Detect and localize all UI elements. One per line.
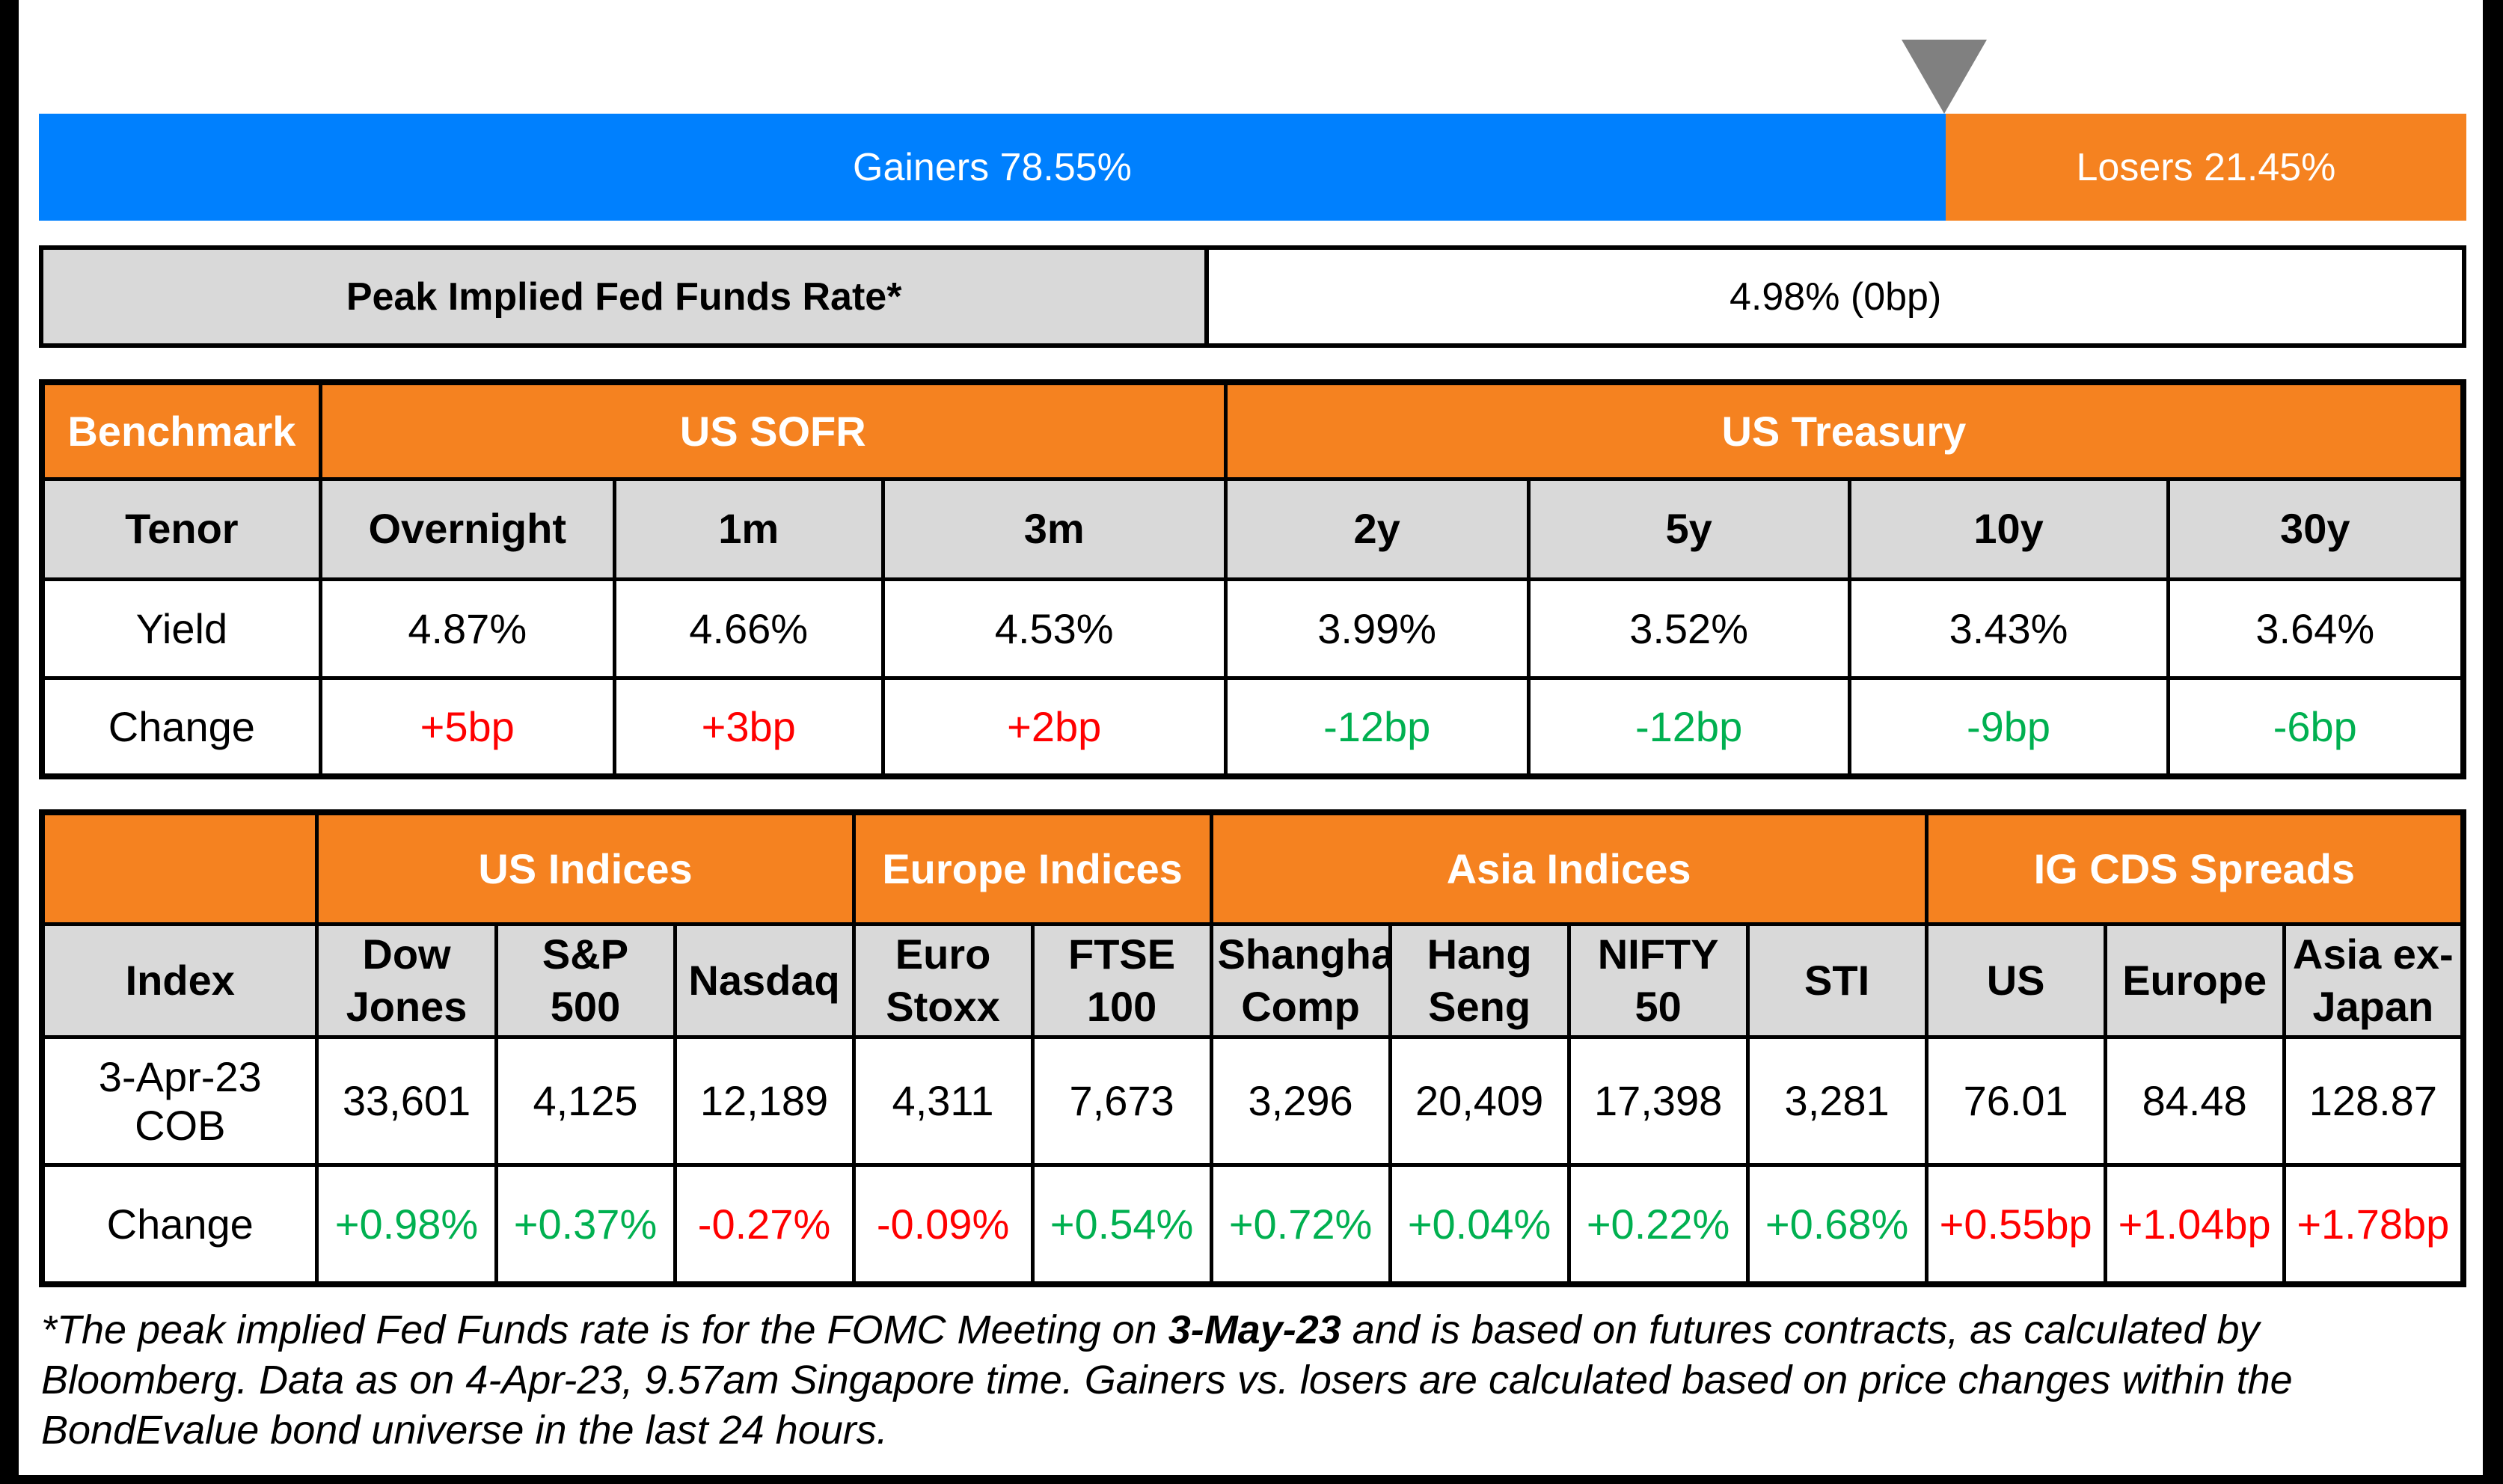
val-cds-us: 76.01 [1924,1034,2107,1167]
index-row-label: Index [40,922,319,1039]
europe-indices-group-header: Europe Indices [851,810,1213,926]
chg-sp500: +0.37% [494,1162,677,1287]
yield-overnight: 4.87% [318,577,616,680]
footnote: *The peak implied Fed Funds rate is for … [41,1305,2465,1456]
col-sp500: S&P 500 [494,922,677,1039]
col-euro-stoxx: Euro Stoxx [851,922,1035,1039]
chg-sti: +0.68% [1745,1162,1928,1287]
tenor-3m: 3m [880,476,1228,581]
chg-cds-us: +0.55bp [1924,1162,2107,1287]
chg-cds-asia-ex-japan: +1.78bp [2282,1162,2466,1287]
peak-fed-funds-row: Peak Implied Fed Funds Rate* 4.98% (0bp) [39,245,2466,348]
val-dow-jones: 33,601 [315,1034,498,1167]
chg-hang-seng: +0.04% [1388,1162,1571,1287]
us-treasury-group-header: US Treasury [1223,380,2466,481]
benchmark-group-header-row: Benchmark US SOFR US Treasury [40,380,2466,481]
tenor-30y: 30y [2166,476,2466,581]
asia-indices-group-header: Asia Indices [1209,810,1928,926]
chg-euro-stoxx: -0.09% [851,1162,1035,1287]
gainers-label: Gainers 78.55% [853,145,1132,189]
yield-row: Yield 4.87% 4.66% 4.53% 3.99% 3.52% 3.43… [40,577,2466,680]
frame-left-edge [0,0,19,1484]
col-hang-seng: Hang Seng [1388,922,1571,1039]
yield-30y: 3.64% [2166,577,2466,680]
change-1m: +3bp [612,675,885,779]
cob-values-row: 3-Apr-23 COB 33,601 4,125 12,189 4,311 7… [40,1034,2466,1167]
tenor-2y: 2y [1223,476,1531,581]
frame-right-edge [2483,0,2503,1484]
val-hang-seng: 20,409 [1388,1034,1571,1167]
chg-shanghai-comp: +0.72% [1209,1162,1392,1287]
us-indices-group-header: US Indices [315,810,856,926]
indices-change-row-label: Change [40,1162,319,1287]
yield-10y: 3.43% [1847,577,2170,680]
us-sofr-group-header: US SOFR [318,380,1228,481]
gainers-losers-bar: Gainers 78.55% Losers 21.45% [39,114,2466,221]
indices-table: US Indices Europe Indices Asia Indices I… [39,809,2466,1287]
index-header-row: Index Dow Jones S&P 500 Nasdaq Euro Stox… [40,922,2466,1039]
col-nifty-50: NIFTY 50 [1566,922,1750,1039]
val-sp500: 4,125 [494,1034,677,1167]
val-euro-stoxx: 4,311 [851,1034,1035,1167]
footnote-text-post: and is based on futures contracts, as ca… [41,1307,2293,1453]
cob-date-label: 3-Apr-23 COB [40,1034,319,1167]
peak-fed-funds-label: Peak Implied Fed Funds Rate* [43,250,1210,343]
footnote-fomc-date: 3-May-23 [1168,1307,1341,1352]
tenor-overnight: Overnight [318,476,616,581]
col-cds-asia-ex-japan: Asia ex-Japan [2282,922,2466,1039]
benchmark-change-row: Change +5bp +3bp +2bp -12bp -12bp -9bp -… [40,675,2466,779]
benchmark-corner-header: Benchmark [40,380,322,481]
change-3m: +2bp [880,675,1228,779]
col-cds-us: US [1924,922,2107,1039]
col-dow-jones: Dow Jones [315,922,498,1039]
losers-segment: Losers 21.45% [1945,114,2466,221]
chg-nasdaq: -0.27% [673,1162,856,1287]
gainers-segment: Gainers 78.55% [39,114,1946,221]
boundary-marker-triangle-icon [1902,40,1987,114]
val-nasdaq: 12,189 [673,1034,856,1167]
benchmark-table: Benchmark US SOFR US Treasury Tenor Over… [39,379,2466,779]
tenor-5y: 5y [1526,476,1851,581]
footnote-text-pre: *The peak implied Fed Funds rate is for … [41,1307,1168,1352]
frame-bottom-edge [0,1475,2503,1484]
chg-nifty-50: +0.22% [1566,1162,1750,1287]
val-cds-asia-ex-japan: 128.87 [2282,1034,2466,1167]
peak-fed-funds-value: 4.98% (0bp) [1209,250,2462,343]
val-sti: 3,281 [1745,1034,1928,1167]
val-ftse-100: 7,673 [1030,1034,1213,1167]
change-overnight: +5bp [318,675,616,779]
change-5y: -12bp [1526,675,1851,779]
yield-2y: 3.99% [1223,577,1531,680]
indices-group-header-row: US Indices Europe Indices Asia Indices I… [40,810,2466,926]
benchmark-change-row-label: Change [40,675,322,779]
chg-dow-jones: +0.98% [315,1162,498,1287]
col-sti: STI [1745,922,1928,1039]
tenor-10y: 10y [1847,476,2170,581]
col-shanghai-comp: Shanghai Comp [1209,922,1392,1039]
yield-5y: 3.52% [1526,577,1851,680]
val-nifty-50: 17,398 [1566,1034,1750,1167]
losers-label: Losers 21.45% [2076,145,2336,189]
indices-corner-cell [40,810,319,926]
chg-ftse-100: +0.54% [1030,1162,1213,1287]
change-2y: -12bp [1223,675,1531,779]
change-30y: -6bp [2166,675,2466,779]
tenor-header-row: Tenor Overnight 1m 3m 2y 5y 10y 30y [40,476,2466,581]
change-10y: -9bp [1847,675,2170,779]
chg-cds-europe: +1.04bp [2103,1162,2286,1287]
indices-change-row: Change +0.98% +0.37% -0.27% -0.09% +0.54… [40,1162,2466,1287]
tenor-row-label: Tenor [40,476,322,581]
col-ftse-100: FTSE 100 [1030,922,1213,1039]
val-shanghai-comp: 3,296 [1209,1034,1392,1167]
col-nasdaq: Nasdaq [673,922,856,1039]
ig-cds-spreads-group-header: IG CDS Spreads [1924,810,2466,926]
yield-row-label: Yield [40,577,322,680]
val-cds-europe: 84.48 [2103,1034,2286,1167]
yield-3m: 4.53% [880,577,1228,680]
yield-1m: 4.66% [612,577,885,680]
col-cds-europe: Europe [2103,922,2286,1039]
tenor-1m: 1m [612,476,885,581]
